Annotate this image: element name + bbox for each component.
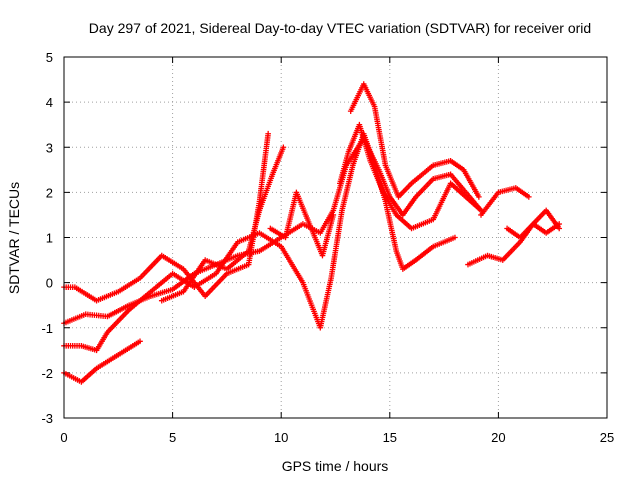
data-point bbox=[330, 212, 337, 218]
x-tick-labels: 0 5 10 15 20 25 bbox=[60, 430, 614, 445]
y-tick-label: 5 bbox=[46, 50, 53, 65]
y-tick-label: 3 bbox=[46, 140, 53, 155]
data-point bbox=[452, 234, 458, 241]
data-points bbox=[61, 81, 563, 385]
y-tick-label: -1 bbox=[41, 321, 53, 336]
series-trace-3 bbox=[61, 338, 143, 385]
series-trace-7 bbox=[337, 121, 484, 232]
series-trace-5 bbox=[158, 144, 287, 304]
data-point bbox=[556, 221, 563, 227]
data-point bbox=[137, 338, 143, 345]
y-tick-label: 2 bbox=[46, 185, 53, 200]
series-trace-8 bbox=[347, 81, 482, 200]
y-axis-label: SDTVAR / TECUs bbox=[6, 182, 22, 294]
series-trace-6 bbox=[267, 189, 337, 259]
x-tick-label: 20 bbox=[491, 430, 505, 445]
x-tick-label: 0 bbox=[60, 430, 67, 445]
y-tick-label: -3 bbox=[41, 411, 53, 426]
x-tick-label: 10 bbox=[274, 430, 288, 445]
x-tick-label: 15 bbox=[383, 430, 397, 445]
series-trace-10 bbox=[478, 185, 532, 218]
y-tick-label: 1 bbox=[46, 231, 53, 246]
plot-frame bbox=[63, 56, 608, 419]
x-tick-label: 25 bbox=[600, 430, 614, 445]
y-tick-label: 4 bbox=[46, 95, 53, 110]
x-tick-label: 5 bbox=[169, 430, 176, 445]
data-point bbox=[265, 130, 271, 137]
x-axis-label: GPS time / hours bbox=[282, 458, 389, 474]
data-point bbox=[280, 144, 287, 151]
y-tick-label: -2 bbox=[41, 366, 53, 381]
series-trace-2 bbox=[61, 130, 458, 354]
data-point bbox=[526, 194, 532, 200]
series-trace-9 bbox=[465, 207, 563, 268]
chart-title: Day 297 of 2021, Sidereal Day-to-day VTE… bbox=[89, 20, 591, 36]
y-tick-label: 0 bbox=[46, 276, 53, 291]
data-point bbox=[476, 194, 482, 200]
series-trace-11 bbox=[504, 221, 563, 241]
y-tick-labels: -3 -2 -1 0 1 2 3 4 5 bbox=[41, 50, 53, 426]
